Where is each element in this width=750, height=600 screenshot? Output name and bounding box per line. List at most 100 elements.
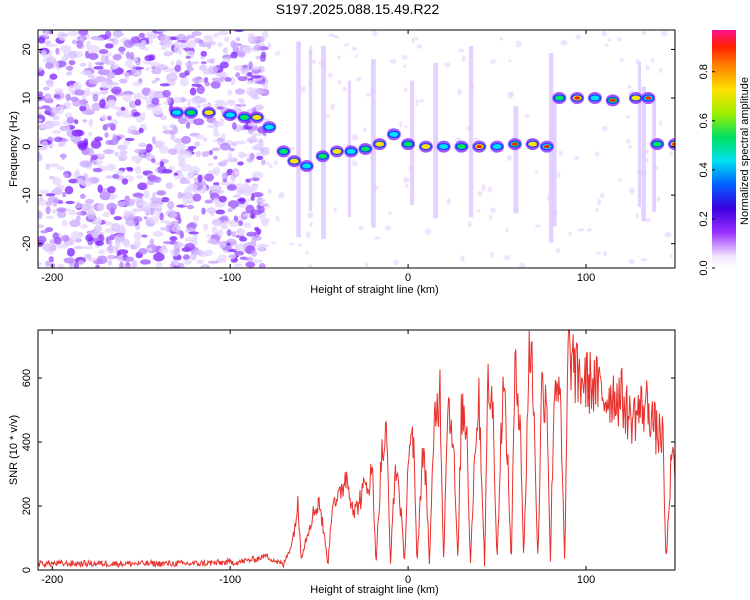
noise-blob — [499, 37, 504, 41]
noise-blob — [215, 209, 226, 215]
noise-blob — [43, 30, 50, 37]
noise-blob — [88, 77, 100, 85]
noise-blob — [557, 171, 561, 178]
noise-blob — [222, 246, 229, 251]
spectral-streak — [637, 61, 642, 208]
noise-blob — [74, 119, 79, 125]
noise-blob — [85, 40, 92, 50]
noise-blob — [213, 155, 218, 160]
noise-blob — [54, 88, 64, 93]
noise-blob — [230, 51, 238, 59]
noise-blob — [337, 55, 342, 60]
noise-blob — [650, 58, 655, 63]
noise-blob — [241, 64, 248, 69]
noise-blob — [66, 116, 75, 124]
noise-blob — [88, 118, 94, 128]
noise-blob — [384, 225, 392, 231]
noise-blob — [50, 120, 62, 127]
noise-blob — [664, 231, 672, 238]
noise-blob — [261, 220, 269, 227]
noise-blob — [202, 136, 208, 143]
noise-blob — [222, 47, 228, 54]
noise-blob — [95, 61, 104, 66]
noise-blob — [71, 129, 84, 137]
noise-blob — [102, 211, 111, 218]
y-axis-label: SNR (10 * v/v) — [8, 415, 20, 485]
noise-blob — [95, 264, 100, 268]
signal-ridge — [252, 114, 262, 120]
noise-blob — [568, 231, 573, 236]
noise-blob — [152, 230, 164, 238]
noise-blob — [104, 132, 109, 138]
noise-blob — [205, 234, 212, 238]
noise-blob — [68, 59, 76, 66]
noise-blob — [52, 129, 62, 135]
noise-blob — [658, 120, 663, 126]
noise-blob — [110, 64, 119, 70]
noise-blob — [79, 105, 87, 112]
noise-blob — [224, 36, 230, 43]
noise-blob — [169, 248, 180, 257]
noise-blob — [184, 61, 193, 69]
noise-blob — [342, 86, 347, 92]
noise-blob — [586, 227, 593, 232]
noise-blob — [182, 197, 188, 207]
noise-blob — [189, 87, 197, 96]
noise-blob — [68, 178, 79, 184]
noise-blob — [595, 251, 601, 255]
noise-blob — [141, 112, 146, 121]
noise-blob — [505, 228, 509, 233]
noise-blob — [208, 149, 214, 156]
noise-blob — [57, 263, 65, 268]
noise-blob — [645, 158, 649, 163]
noise-blob — [401, 55, 408, 60]
y-tick-label: 0 — [21, 144, 33, 150]
noise-blob — [99, 98, 106, 108]
noise-blob — [250, 238, 257, 247]
noise-blob — [185, 151, 193, 158]
noise-blob — [202, 103, 213, 108]
noise-blob — [135, 165, 142, 175]
noise-blob — [107, 186, 116, 194]
noise-blob — [373, 236, 381, 240]
noise-blob — [155, 30, 168, 33]
noise-blob — [161, 220, 168, 224]
noise-blob — [57, 243, 68, 249]
noise-blob — [481, 184, 486, 192]
noise-blob — [98, 48, 109, 54]
noise-blob — [169, 81, 176, 86]
noise-blob — [149, 238, 155, 248]
noise-blob — [68, 84, 74, 93]
noise-blob — [186, 66, 194, 72]
noise-blob — [218, 195, 227, 203]
noise-blob — [171, 224, 181, 233]
noise-blob — [105, 175, 113, 179]
noise-blob — [214, 120, 220, 128]
noise-blob — [87, 61, 93, 70]
noise-blob — [170, 61, 175, 66]
noise-blob — [163, 50, 173, 57]
noise-blob — [108, 99, 117, 107]
noise-blob — [93, 217, 103, 225]
noise-blob — [256, 198, 267, 203]
noise-blob — [226, 156, 237, 163]
noise-blob — [219, 61, 229, 69]
noise-blob — [169, 236, 178, 242]
noise-blob — [250, 177, 260, 181]
spectrogram-frame — [37, 29, 676, 269]
colorbar: 0.0 0.2 0.4 0.6 0.8 Normalized spectral ampli… — [698, 30, 750, 276]
noise-blob — [159, 83, 170, 87]
noise-blob — [231, 231, 237, 238]
noise-blob — [245, 178, 251, 183]
noise-blob — [238, 203, 247, 208]
noise-blob — [40, 123, 53, 130]
noise-blob — [137, 182, 148, 191]
noise-blob — [174, 64, 182, 72]
spectral-streak — [641, 86, 646, 222]
signal-ridge — [289, 158, 299, 164]
signal-peak — [645, 96, 652, 100]
noise-blob — [61, 138, 69, 143]
noise-blob — [233, 170, 240, 176]
signal-ridge — [439, 144, 449, 150]
noise-blob — [217, 254, 228, 263]
